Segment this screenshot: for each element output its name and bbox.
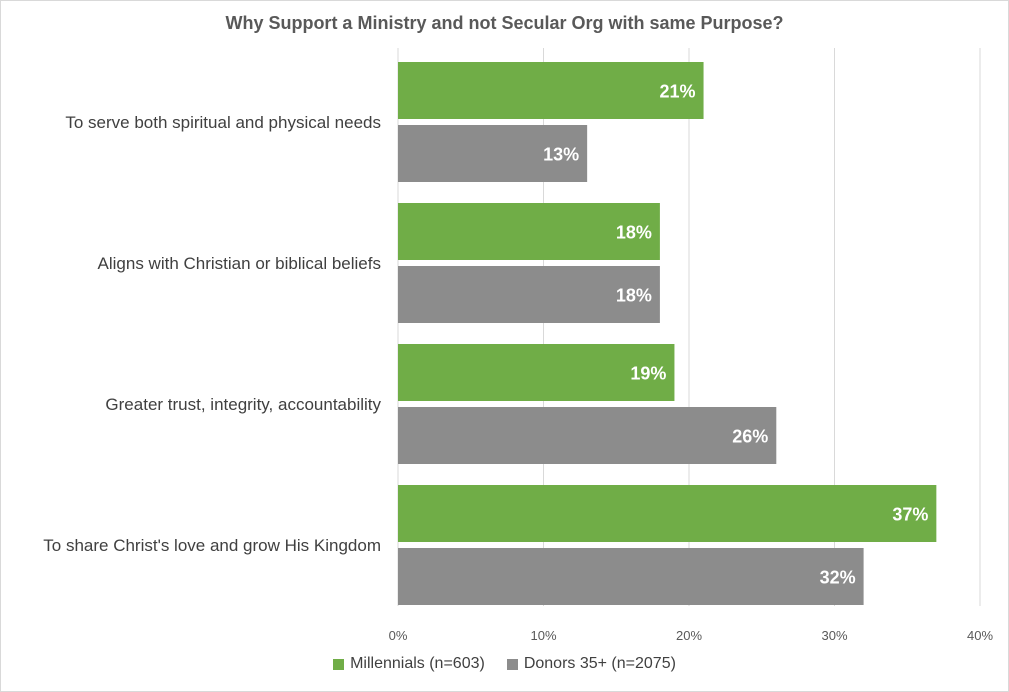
bar: [398, 203, 660, 260]
x-tick-label: 20%: [676, 628, 702, 643]
bar-value-label: 19%: [630, 364, 666, 384]
bar: [398, 548, 864, 605]
bar-value-label: 18%: [616, 223, 652, 243]
chart-title: Why Support a Ministry and not Secular O…: [225, 13, 784, 33]
bar: [398, 62, 704, 119]
category-label: Greater trust, integrity, accountability: [105, 395, 381, 414]
legend: Millennials (n=603) Donors 35+ (n=2075): [0, 655, 1009, 673]
legend-swatch-donors: [506, 658, 518, 670]
bar-value-label: 18%: [616, 286, 652, 306]
bar-value-label: 26%: [732, 427, 768, 447]
bar-value-label: 13%: [543, 145, 579, 165]
category-labels: To serve both spiritual and physical nee…: [43, 113, 381, 555]
legend-item-millennials: Millennials (n=603): [333, 655, 485, 673]
category-label: Aligns with Christian or biblical belief…: [98, 254, 381, 273]
legend-swatch-millennials: [333, 658, 345, 670]
bar: [398, 125, 588, 182]
category-label: To share Christ's love and grow His King…: [43, 536, 381, 555]
x-axis-tick-labels: 0% 10% 20% 30% 40%: [389, 628, 994, 643]
x-tick-label: 0%: [389, 628, 408, 643]
x-tick-label: 10%: [530, 628, 556, 643]
bar-value-label: 37%: [892, 505, 928, 525]
legend-label-donors: Donors 35+ (n=2075): [523, 655, 676, 672]
bar-value-label: 21%: [660, 82, 696, 102]
legend-item-donors: Donors 35+ (n=2075): [506, 655, 676, 673]
bar: [398, 266, 660, 323]
x-tick-label: 40%: [967, 628, 993, 643]
category-label: To serve both spiritual and physical nee…: [65, 113, 381, 132]
bar-value-label: 32%: [820, 568, 856, 588]
bar: [398, 485, 937, 542]
legend-label-millennials: Millennials (n=603): [350, 655, 485, 672]
bar: [398, 344, 675, 401]
bar: [398, 407, 777, 464]
bars: 21% 13% 18% 18% 19% 26% 37% 32%: [398, 62, 937, 605]
x-tick-label: 30%: [821, 628, 847, 643]
